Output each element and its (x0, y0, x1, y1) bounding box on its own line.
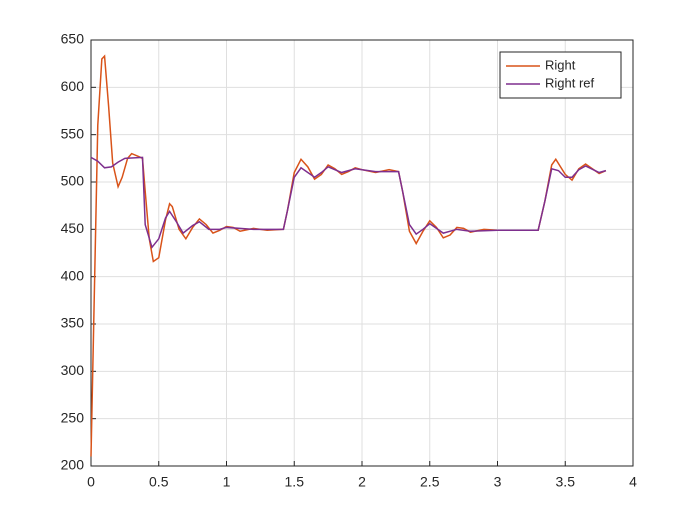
legend-label: Right (545, 57, 576, 72)
y-tick-label: 350 (61, 315, 85, 331)
x-tick-label: 3 (494, 474, 502, 490)
x-tick-label: 1 (223, 474, 231, 490)
x-tick-label: 0.5 (149, 474, 169, 490)
legend: Right Right ref (499, 51, 622, 99)
y-tick-label: 550 (61, 125, 85, 141)
legend-label: Right ref (545, 75, 595, 90)
x-tick-label: 2.5 (420, 474, 440, 490)
y-tick-label: 200 (61, 457, 85, 473)
x-tick-label: 0 (87, 474, 95, 490)
y-tick-label: 450 (61, 220, 85, 236)
y-tick-label: 250 (61, 409, 85, 425)
x-tick-label: 4 (629, 474, 637, 490)
y-tick-label: 300 (61, 362, 85, 378)
y-tick-label: 650 (61, 31, 85, 47)
y-tick-label: 400 (61, 267, 85, 283)
x-tick-label: 3.5 (556, 474, 576, 490)
x-tick-label: 2 (358, 474, 366, 490)
y-tick-label: 600 (61, 78, 85, 94)
legend-box (499, 51, 622, 99)
x-tick-label: 1.5 (285, 474, 305, 490)
data-line (90, 156, 607, 249)
y-tick-label: 500 (61, 173, 85, 189)
axes-box (90, 39, 634, 467)
